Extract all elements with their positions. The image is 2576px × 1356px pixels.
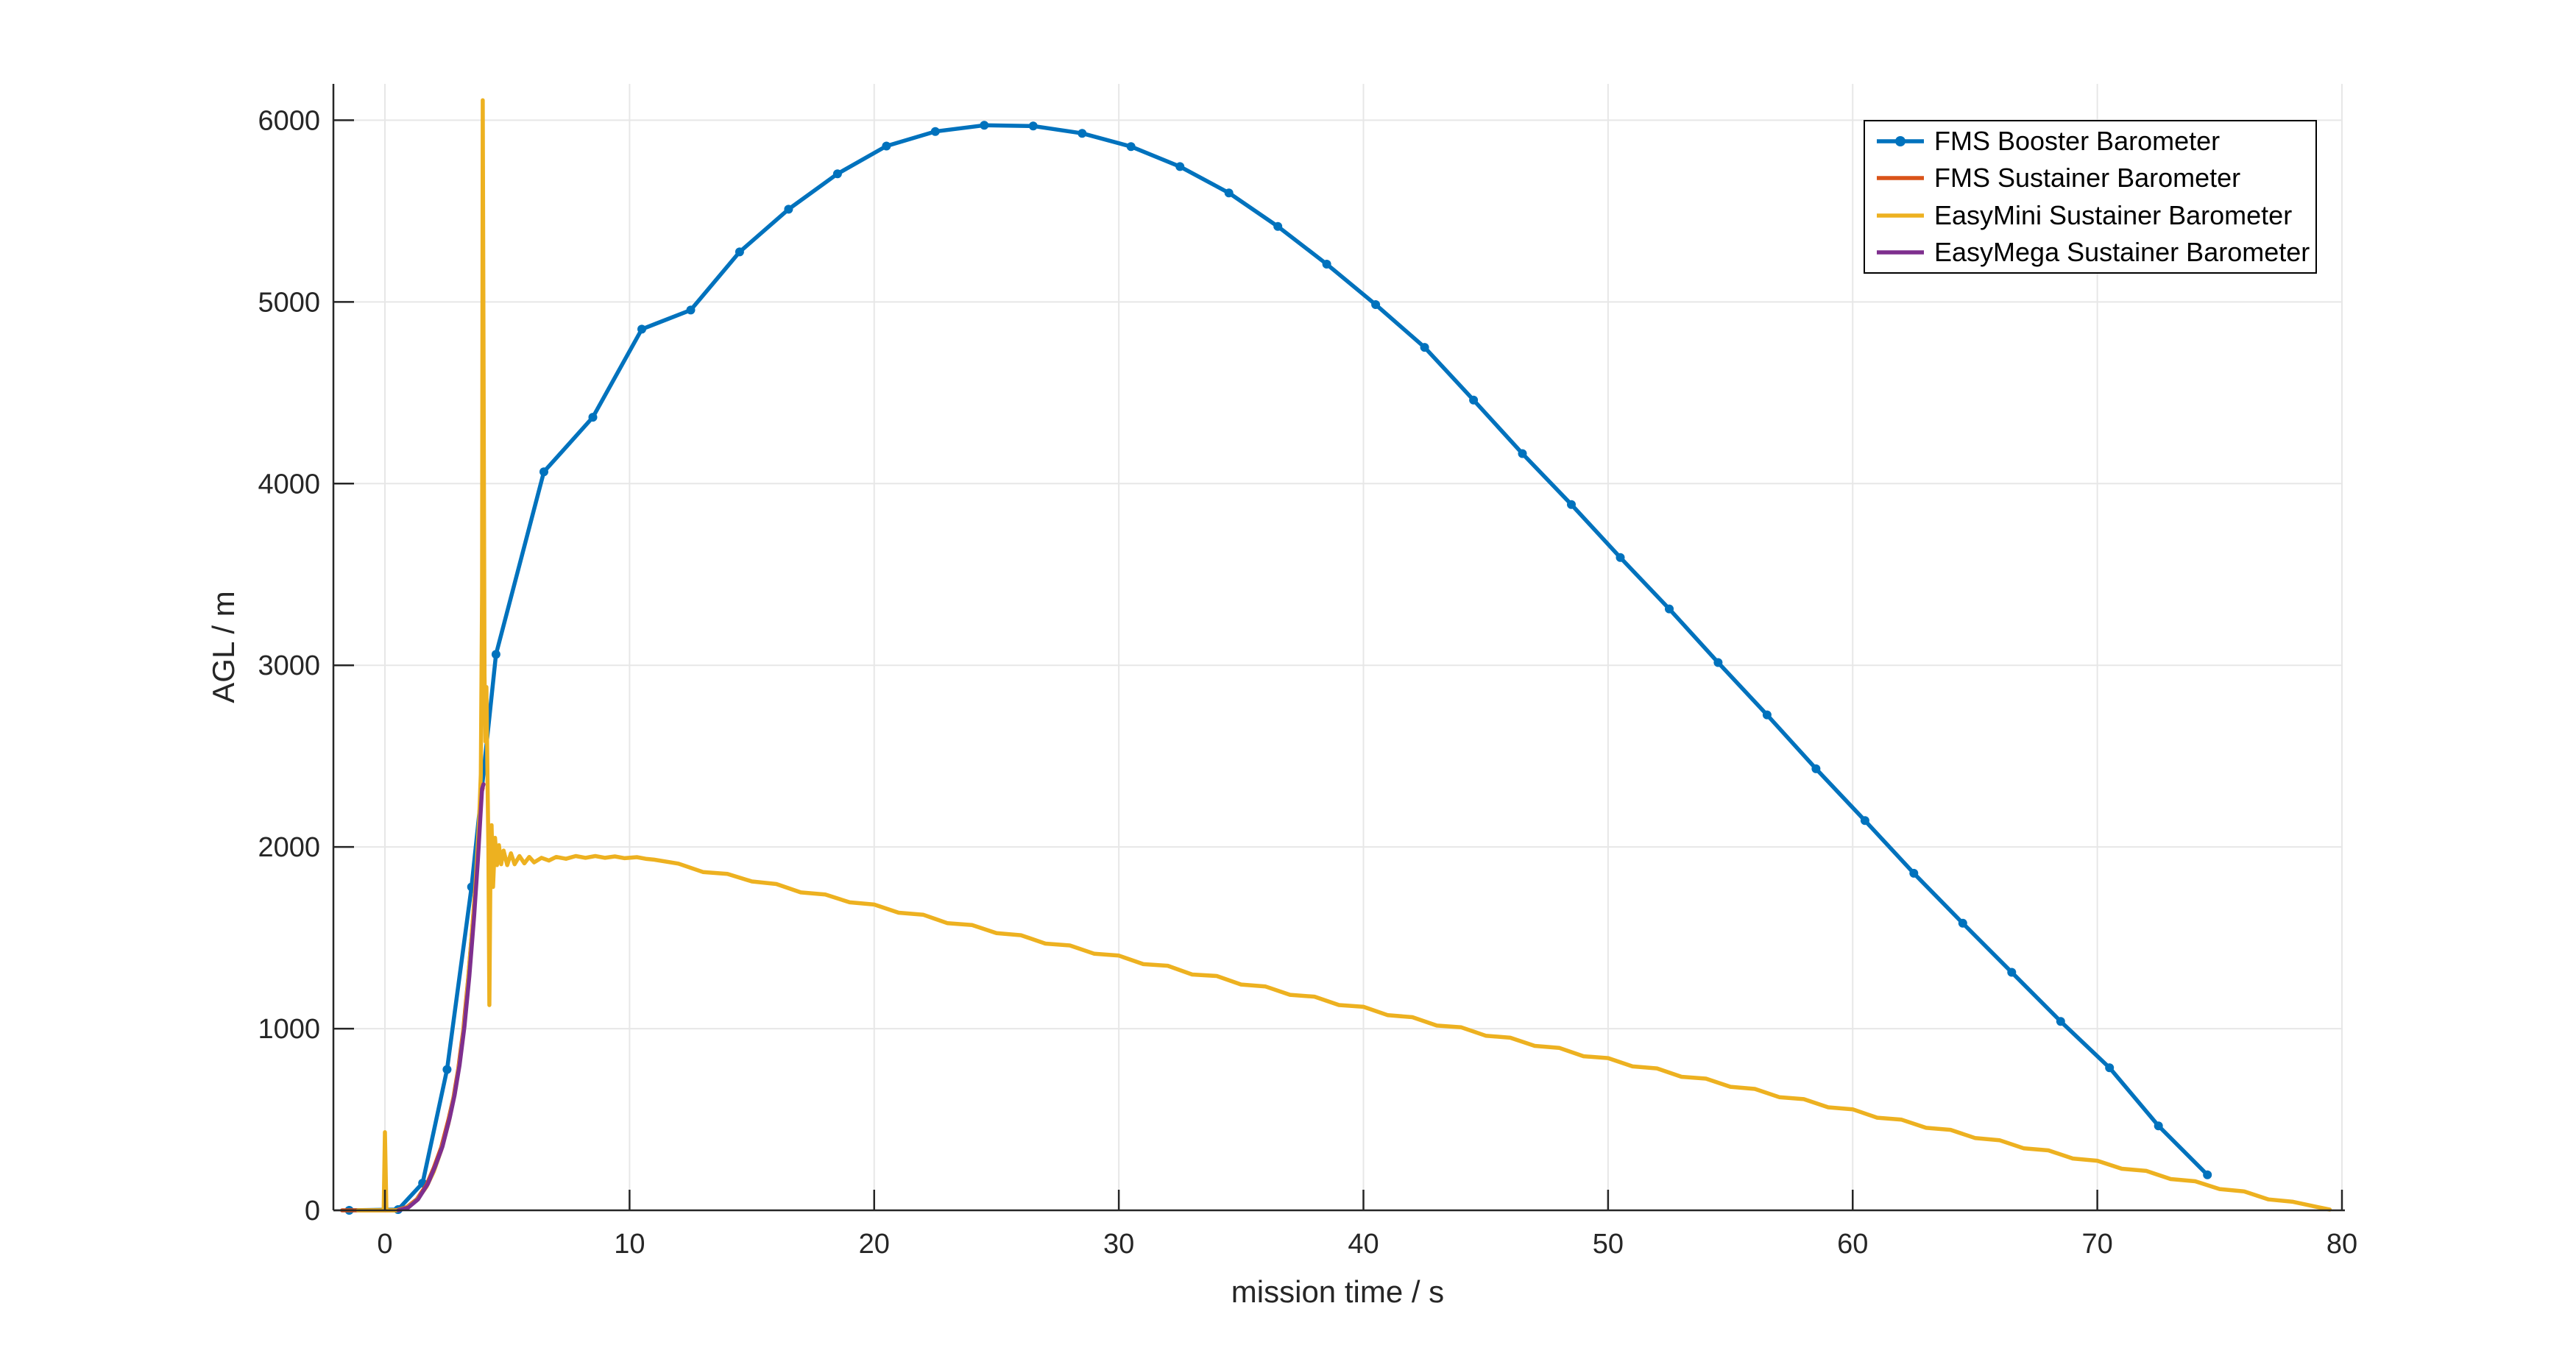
series-marker xyxy=(2007,968,2017,977)
series-marker xyxy=(2056,1017,2065,1026)
legend-swatch-line-marker-icon xyxy=(1877,135,1924,146)
series-marker xyxy=(1958,918,1967,928)
series-marker xyxy=(1762,710,1772,720)
series-marker xyxy=(1469,395,1479,405)
x-axis-label: mission time / s xyxy=(1231,1274,1444,1309)
y-tick-label: 2000 xyxy=(258,832,320,863)
x-tick-label: 70 xyxy=(2081,1229,2112,1260)
y-tick-label: 0 xyxy=(305,1196,320,1227)
axes-spines-ticks xyxy=(332,84,2345,1212)
series-marker xyxy=(1909,868,1919,878)
series-line-3 xyxy=(396,782,486,1213)
series-marker xyxy=(2105,1063,2115,1073)
series-marker xyxy=(1713,658,1723,667)
series-marker xyxy=(1322,260,1331,269)
x-tick-label: 60 xyxy=(1837,1229,1868,1260)
series-marker xyxy=(1175,162,1185,171)
tick-labels: 0 10 20 30 40 50 60 70 80 0 1000 2000 3000 4000 5000 60… xyxy=(258,105,2357,1260)
series-marker xyxy=(491,650,500,659)
legend-label: FMS Sustainer Barometer xyxy=(1934,163,2241,194)
legend-marker-dot xyxy=(1895,135,1906,146)
legend-box: FMS Booster Barometer FMS Sustainer Baro… xyxy=(1864,120,2317,274)
series-marker xyxy=(1420,343,1429,352)
series-marker xyxy=(1811,764,1821,773)
series-marker xyxy=(588,413,598,422)
series-marker xyxy=(882,141,891,151)
y-tick-label: 4000 xyxy=(258,469,320,500)
y-tick-label: 1000 xyxy=(258,1014,320,1045)
legend-label: FMS Booster Barometer xyxy=(1934,125,2221,156)
series-marker xyxy=(1028,121,1038,131)
x-tick-label: 80 xyxy=(2326,1229,2357,1260)
x-tick-label: 10 xyxy=(614,1229,645,1260)
y-axis-label: AGL / m xyxy=(206,591,241,703)
legend-item-easymega-sustainer: EasyMega Sustainer Barometer xyxy=(1865,235,2315,270)
data-series xyxy=(340,98,2332,1215)
series-marker xyxy=(1665,604,1674,614)
x-tick-label: 50 xyxy=(1593,1229,1624,1260)
series-marker xyxy=(2203,1170,2212,1179)
series-marker xyxy=(1078,129,1087,138)
series-marker xyxy=(930,127,940,136)
legend-label: EasyMega Sustainer Barometer xyxy=(1934,237,2310,268)
series-marker xyxy=(784,205,793,214)
series-marker xyxy=(1616,553,1625,562)
series-marker xyxy=(1371,300,1381,309)
series-marker xyxy=(1224,188,1234,198)
series-marker xyxy=(1273,221,1283,231)
y-tick-label: 5000 xyxy=(258,287,320,318)
series-marker xyxy=(980,121,989,130)
x-tick-label: 40 xyxy=(1348,1229,1379,1260)
legend-item-fms-booster: FMS Booster Barometer xyxy=(1865,124,2315,159)
series-marker xyxy=(539,467,548,477)
series-marker xyxy=(1126,142,1136,152)
legend-item-easymini-sustainer: EasyMini Sustainer Barometer xyxy=(1865,198,2315,233)
x-tick-label: 20 xyxy=(859,1229,890,1260)
series-marker xyxy=(1860,816,1869,826)
x-tick-label: 30 xyxy=(1103,1229,1134,1260)
series-marker xyxy=(442,1065,452,1074)
series-line-1 xyxy=(340,786,485,1213)
series-marker xyxy=(686,305,696,315)
legend-swatch-line-icon xyxy=(1877,176,1924,180)
y-tick-label: 6000 xyxy=(258,105,320,136)
legend-item-fms-sustainer: FMS Sustainer Barometer xyxy=(1865,160,2315,196)
legend-swatch-line-icon xyxy=(1877,213,1924,218)
series-marker xyxy=(1518,449,1527,458)
series-line-0 xyxy=(347,123,2209,1213)
series-marker xyxy=(637,324,646,334)
legend-label: EasyMini Sustainer Barometer xyxy=(1934,199,2293,230)
series-line-2 xyxy=(355,98,2332,1213)
series-marker xyxy=(1567,500,1576,509)
y-tick-label: 3000 xyxy=(258,650,320,681)
series-marker xyxy=(832,169,842,179)
legend-swatch-line-icon xyxy=(1877,250,1924,255)
x-tick-label: 0 xyxy=(377,1229,392,1260)
series-marker xyxy=(2154,1121,2163,1131)
series-marker xyxy=(735,247,744,257)
